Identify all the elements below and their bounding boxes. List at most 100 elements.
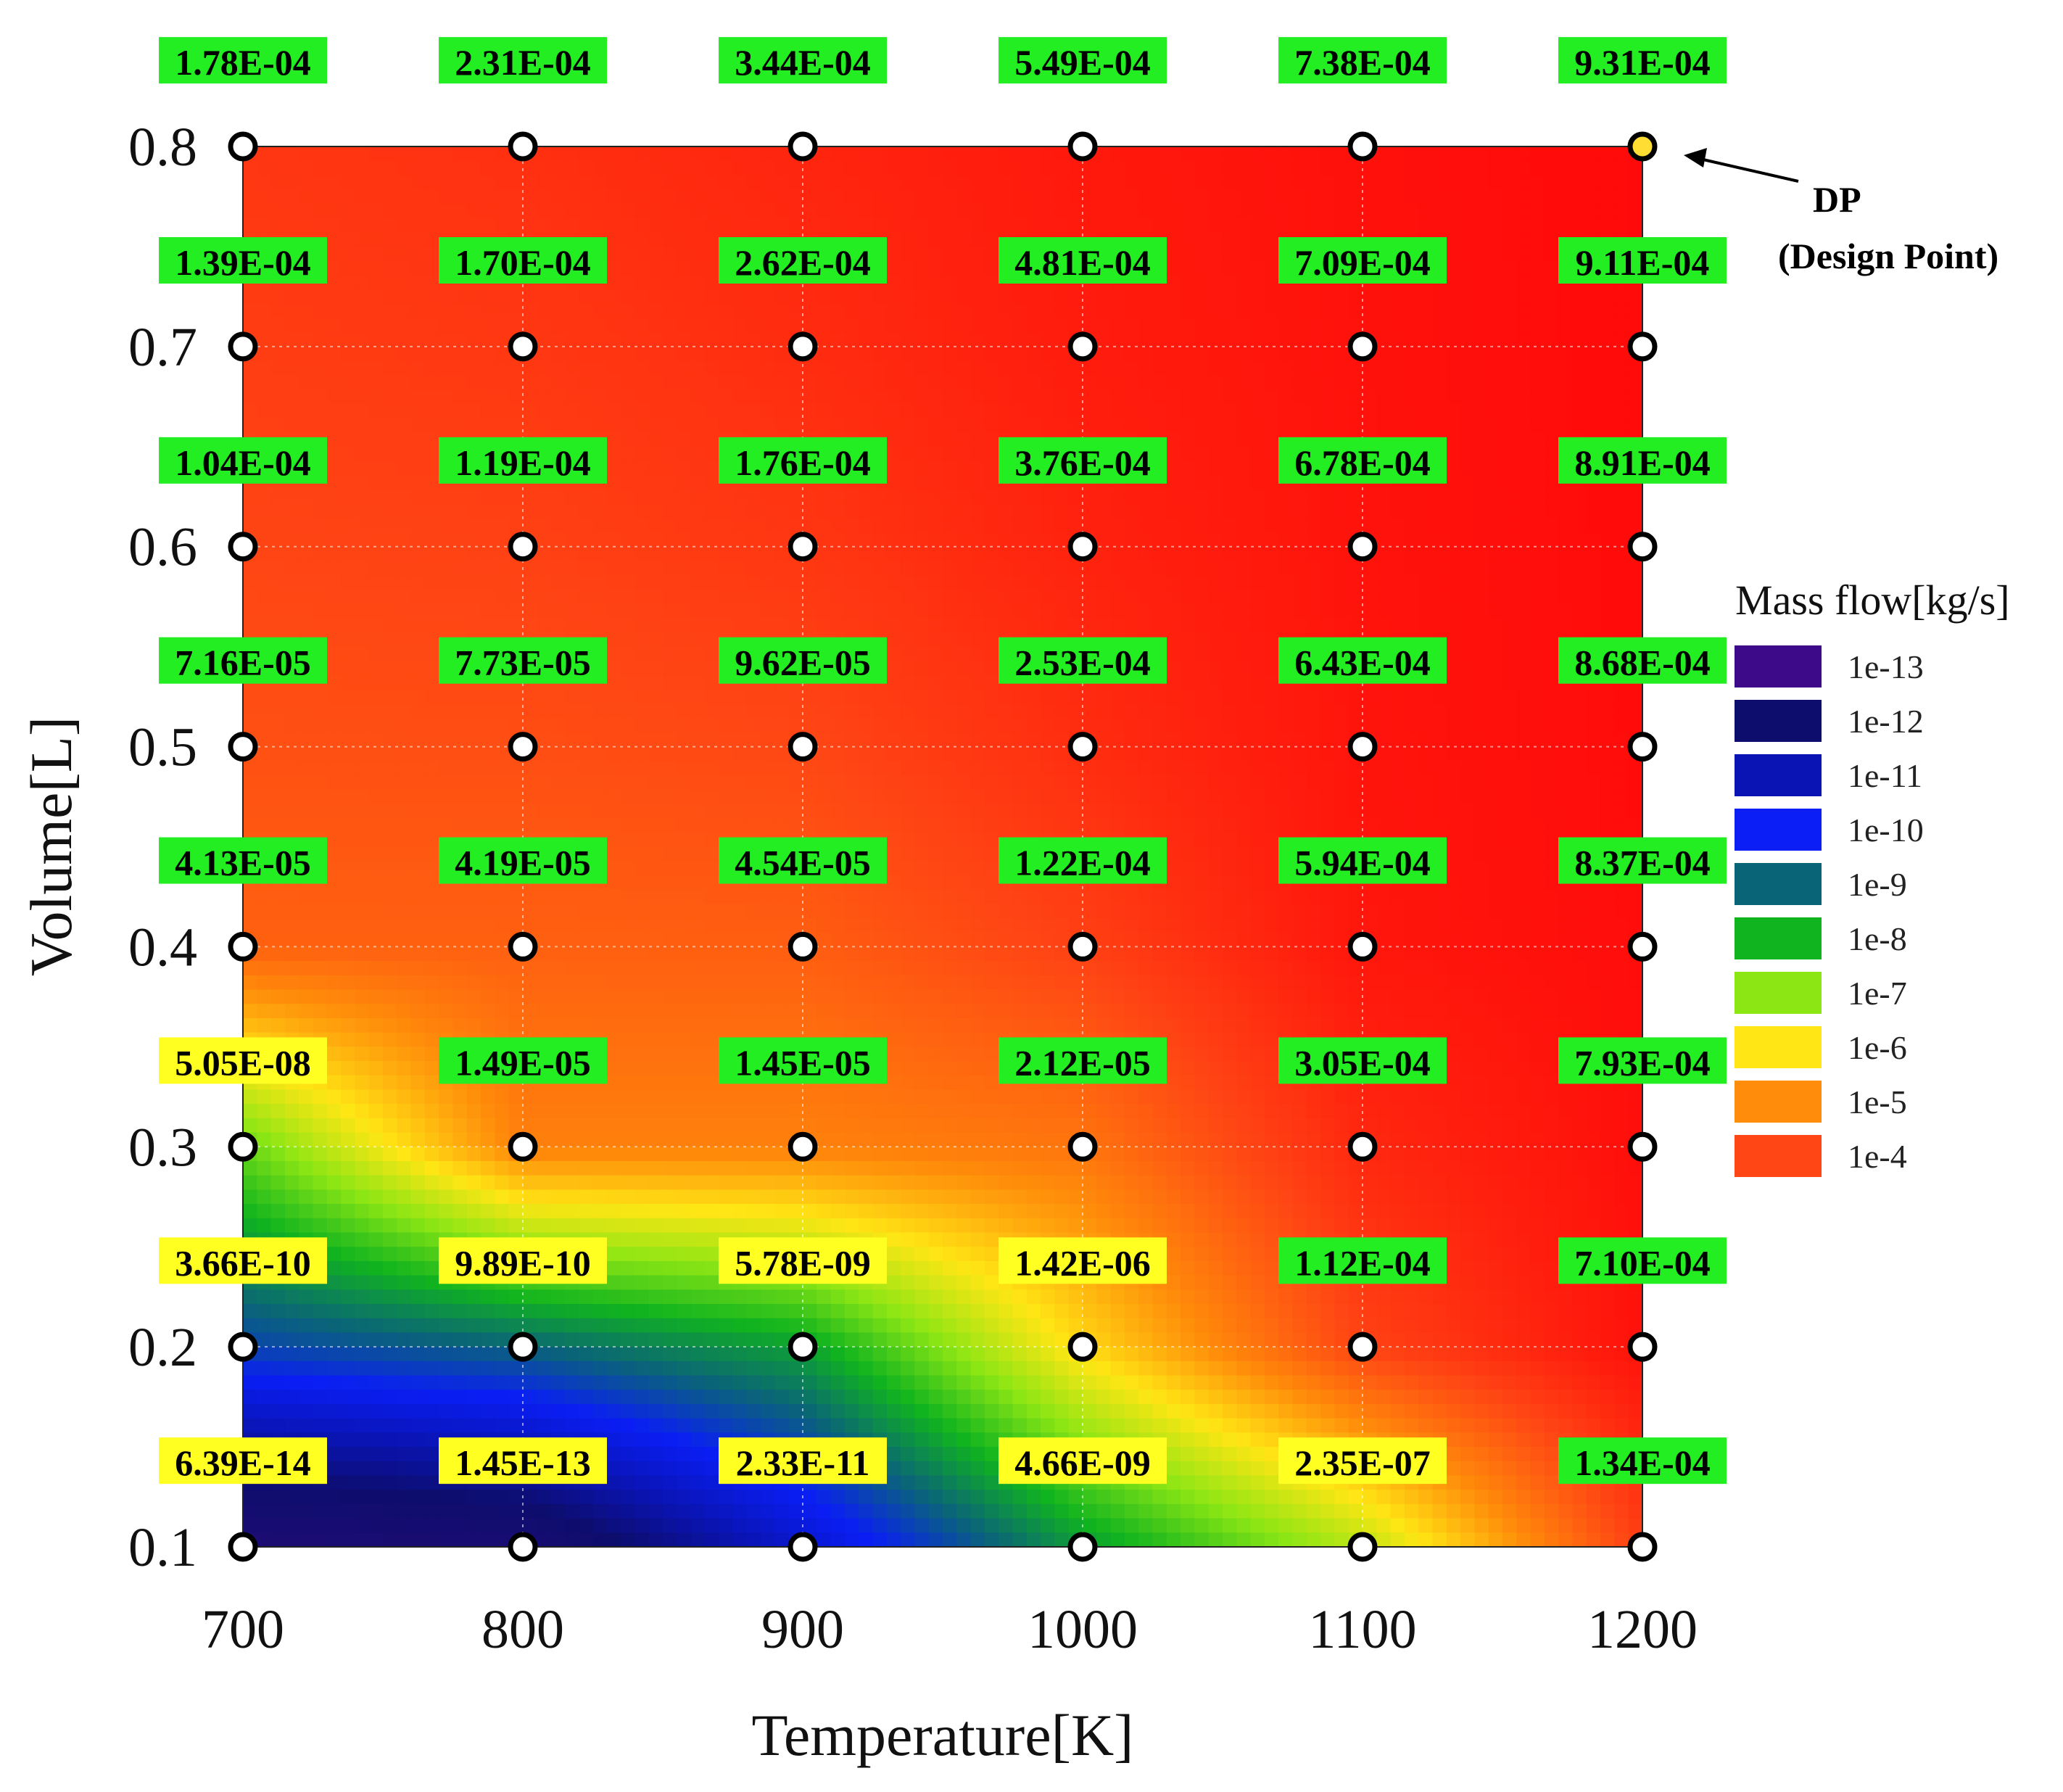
contour-cell	[313, 146, 328, 162]
contour-cell	[1041, 289, 1056, 305]
contour-cell	[1250, 532, 1265, 548]
contour-cell	[1558, 489, 1574, 505]
contour-cell	[1166, 718, 1181, 733]
contour-cell	[956, 589, 972, 605]
contour-cell	[928, 661, 943, 676]
contour-cell	[1292, 160, 1307, 176]
contour-cell	[1376, 718, 1392, 733]
contour-cell	[270, 561, 286, 576]
contour-cell	[1181, 718, 1196, 733]
contour-cell	[1320, 175, 1336, 190]
contour-cell	[243, 175, 258, 190]
contour-cell	[1054, 818, 1070, 833]
contour-cell	[495, 532, 510, 548]
contour-cell	[1530, 789, 1545, 805]
contour-cell	[606, 432, 621, 447]
contour-cell	[368, 232, 384, 247]
contour-cell	[1208, 175, 1223, 190]
contour-cell	[1054, 546, 1070, 562]
contour-cell	[1586, 503, 1601, 519]
contour-cell	[257, 718, 272, 733]
contour-cell	[508, 589, 524, 605]
contour-cell	[621, 689, 636, 705]
contour-cell	[466, 703, 481, 719]
contour-cell	[761, 575, 776, 590]
contour-cell	[1363, 818, 1378, 833]
contour-cell	[859, 360, 874, 376]
contour-cell	[355, 546, 370, 562]
contour-cell	[844, 546, 859, 562]
contour-cell	[1516, 175, 1531, 190]
contour-cell	[1488, 175, 1503, 190]
contour-cell	[1600, 804, 1616, 819]
contour-cell	[1138, 489, 1154, 505]
contour-cell	[830, 289, 846, 305]
contour-cell	[914, 532, 930, 548]
contour-cell	[1083, 203, 1098, 219]
contour-cell	[564, 518, 579, 533]
contour-cell	[1502, 203, 1518, 219]
contour-cell	[397, 489, 412, 505]
contour-cell	[1572, 532, 1587, 548]
contour-cell	[1292, 775, 1307, 790]
contour-cell	[1614, 332, 1629, 347]
contour-cell	[1488, 575, 1503, 590]
contour-cell	[943, 218, 958, 234]
contour-cell	[326, 461, 342, 476]
contour-cell	[901, 761, 916, 776]
contour-cell	[1110, 303, 1125, 319]
contour-cell	[621, 146, 636, 162]
contour-cell	[704, 832, 719, 848]
contour-cell	[1320, 218, 1336, 234]
contour-cell	[452, 175, 468, 190]
contour-cell	[1544, 732, 1559, 748]
contour-cell	[1418, 146, 1434, 162]
contour-cell	[1083, 618, 1098, 633]
contour-cell	[1194, 146, 1210, 162]
contour-cell	[872, 346, 888, 362]
contour-cell	[1250, 603, 1265, 619]
contour-cell	[859, 589, 874, 605]
contour-cell	[564, 561, 579, 576]
contour-cell	[914, 661, 930, 676]
contour-cell	[943, 260, 958, 276]
contour-cell	[1320, 360, 1336, 376]
contour-cell	[928, 603, 943, 619]
contour-cell	[1236, 432, 1252, 447]
contour-cell	[970, 646, 985, 662]
contour-cell	[761, 518, 776, 533]
contour-cell	[383, 775, 398, 790]
contour-cell	[677, 561, 692, 576]
contour-cell	[1586, 160, 1601, 176]
contour-cell	[537, 761, 552, 776]
contour-cell	[1264, 160, 1279, 176]
contour-cell	[956, 489, 972, 505]
contour-cell	[1152, 689, 1167, 705]
contour-cell	[313, 818, 328, 833]
contour-cell	[1124, 561, 1139, 576]
contour-cell	[326, 360, 342, 376]
contour-cell	[746, 789, 761, 805]
contour-cell	[1516, 461, 1531, 476]
contour-cell	[621, 475, 636, 490]
contour-cell	[704, 518, 719, 533]
contour-cell	[368, 575, 384, 590]
contour-cell	[970, 446, 985, 462]
contour-cell	[872, 218, 888, 234]
contour-cell	[1181, 289, 1196, 305]
contour-cell	[1138, 532, 1154, 548]
contour-cell	[1278, 718, 1294, 733]
contour-cell	[1572, 546, 1587, 562]
contour-cell	[886, 146, 901, 162]
contour-cell	[452, 518, 468, 533]
contour-cell	[1586, 289, 1601, 305]
contour-cell	[439, 332, 454, 347]
contour-cell	[1110, 160, 1125, 176]
contour-cell	[410, 203, 426, 219]
contour-cell	[257, 732, 272, 748]
contour-cell	[1306, 189, 1321, 205]
contour-cell	[326, 475, 342, 490]
contour-cell	[1600, 561, 1616, 576]
contour-cell	[1600, 346, 1616, 362]
contour-cell	[1152, 418, 1167, 433]
